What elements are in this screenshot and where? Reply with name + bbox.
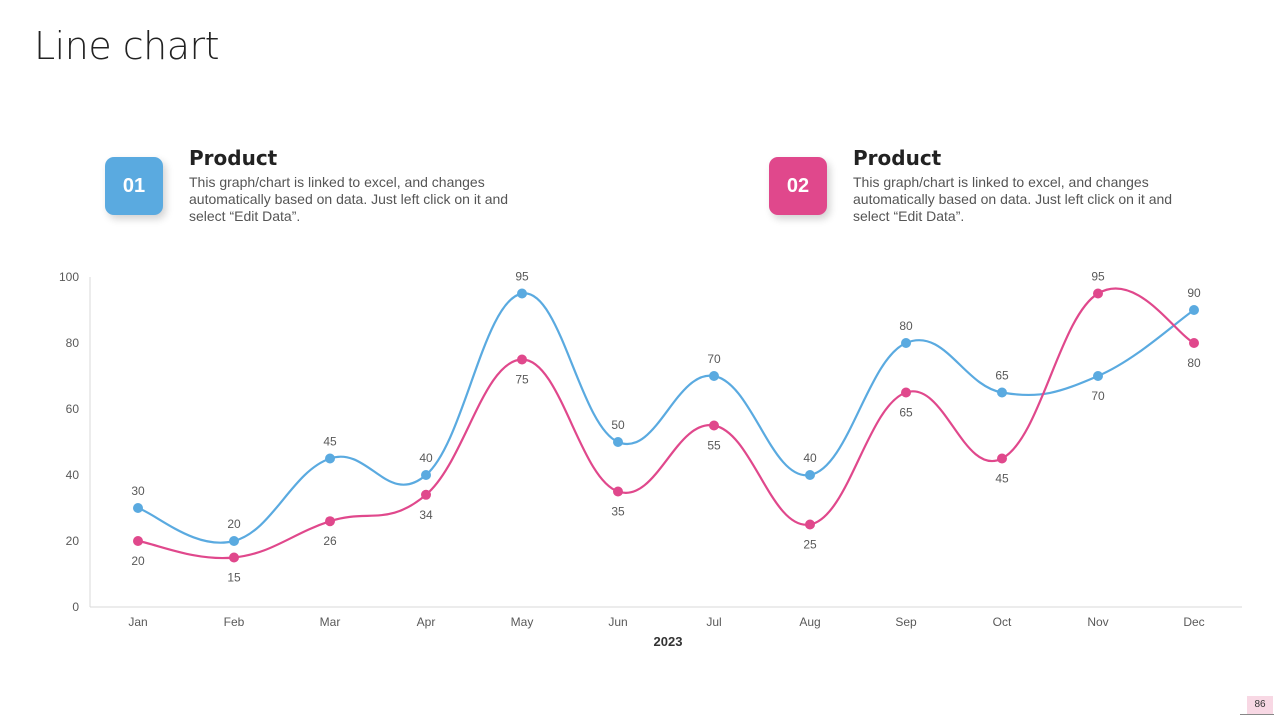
series-2-data-label: 55 [707,439,721,453]
series-2-point [613,486,623,497]
y-tick-label: 100 [59,270,79,284]
x-tick-label: Feb [224,615,245,629]
series-1-point [229,536,239,546]
series-2-point [229,552,239,563]
series-1-point [421,470,431,480]
series-1-point [997,387,1007,398]
series-1-data-label: 95 [515,270,529,284]
x-tick-label: Oct [993,615,1012,629]
series-2-data-label: 20 [131,554,145,568]
series-2-point [805,519,815,530]
series-2-point [1189,338,1199,348]
series-1-point [325,453,335,464]
y-tick-label: 20 [66,534,80,548]
series-2-data-label: 80 [1187,356,1201,370]
series-2-point [901,387,911,398]
series-2-data-label: 15 [227,571,241,585]
series-1-data-label: 45 [323,435,337,449]
series-2-point [997,453,1007,464]
card-title: Product [189,146,278,170]
series-2-line [137,287,1195,560]
series-2-point [1093,288,1103,299]
series-1-line [137,292,1195,544]
x-tick-label: Apr [417,615,436,629]
page-title: Line chart [34,24,220,68]
series-1-data-label: 40 [803,451,817,465]
series-2-data-label: 25 [803,538,817,552]
series-1-data-label: 40 [419,451,433,465]
x-tick-label: Jun [608,615,627,629]
x-tick-label: Sep [895,615,917,629]
page-number-underline [1240,714,1274,715]
badge-01: 01 [105,157,163,215]
series-2-data-label: 34 [419,508,433,522]
series-1-point [709,371,719,381]
series-1-point [901,338,911,348]
x-tick-label: Dec [1183,615,1204,629]
series-1-data-label: 30 [131,484,145,498]
x-tick-label: Jan [128,615,147,629]
card-description: This graph/chart is linked to excel, and… [189,174,509,224]
series-1-point [517,288,527,299]
series-2-data-label: 75 [515,373,529,387]
series-2-data-label: 35 [611,505,625,519]
series-1-data-label: 65 [995,369,1009,383]
series-2-point [133,536,143,546]
page-number: 86 [1247,696,1273,714]
card-title: Product [853,146,942,170]
series-1-data-label: 70 [1091,389,1105,403]
x-tick-label: Mar [320,615,341,629]
series-1-data-label: 50 [611,418,625,432]
card-description: This graph/chart is linked to excel, and… [853,174,1173,224]
series-1-data-label: 20 [227,517,241,531]
series-2-point [709,420,719,431]
series-1-point [1093,371,1103,381]
y-tick-label: 0 [72,600,79,614]
series-2-point [517,354,527,365]
series-2-data-label: 65 [899,406,913,420]
y-tick-label: 80 [66,336,80,350]
y-tick-label: 40 [66,468,80,482]
series-2-data-label: 45 [995,472,1009,486]
series-1-data-label: 70 [707,352,721,366]
y-tick-label: 60 [66,402,80,416]
badge-02: 02 [769,157,827,215]
x-tick-label: Aug [799,615,820,629]
series-2-data-label: 26 [323,534,337,548]
series-2-point [325,516,335,527]
series-2-point [421,489,431,500]
x-tick-label: Nov [1087,615,1108,629]
series-2-data-label: 95 [1091,270,1105,284]
series-1-point [805,470,815,480]
series-1-data-label: 90 [1187,286,1201,300]
x-tick-label: Jul [706,615,721,629]
x-axis-title: 2023 [654,634,683,649]
series-1-point [613,437,623,447]
series-1-data-label: 80 [899,319,913,333]
series-1-point [1189,305,1199,315]
series-1-point [133,503,143,513]
x-tick-label: May [511,615,534,629]
